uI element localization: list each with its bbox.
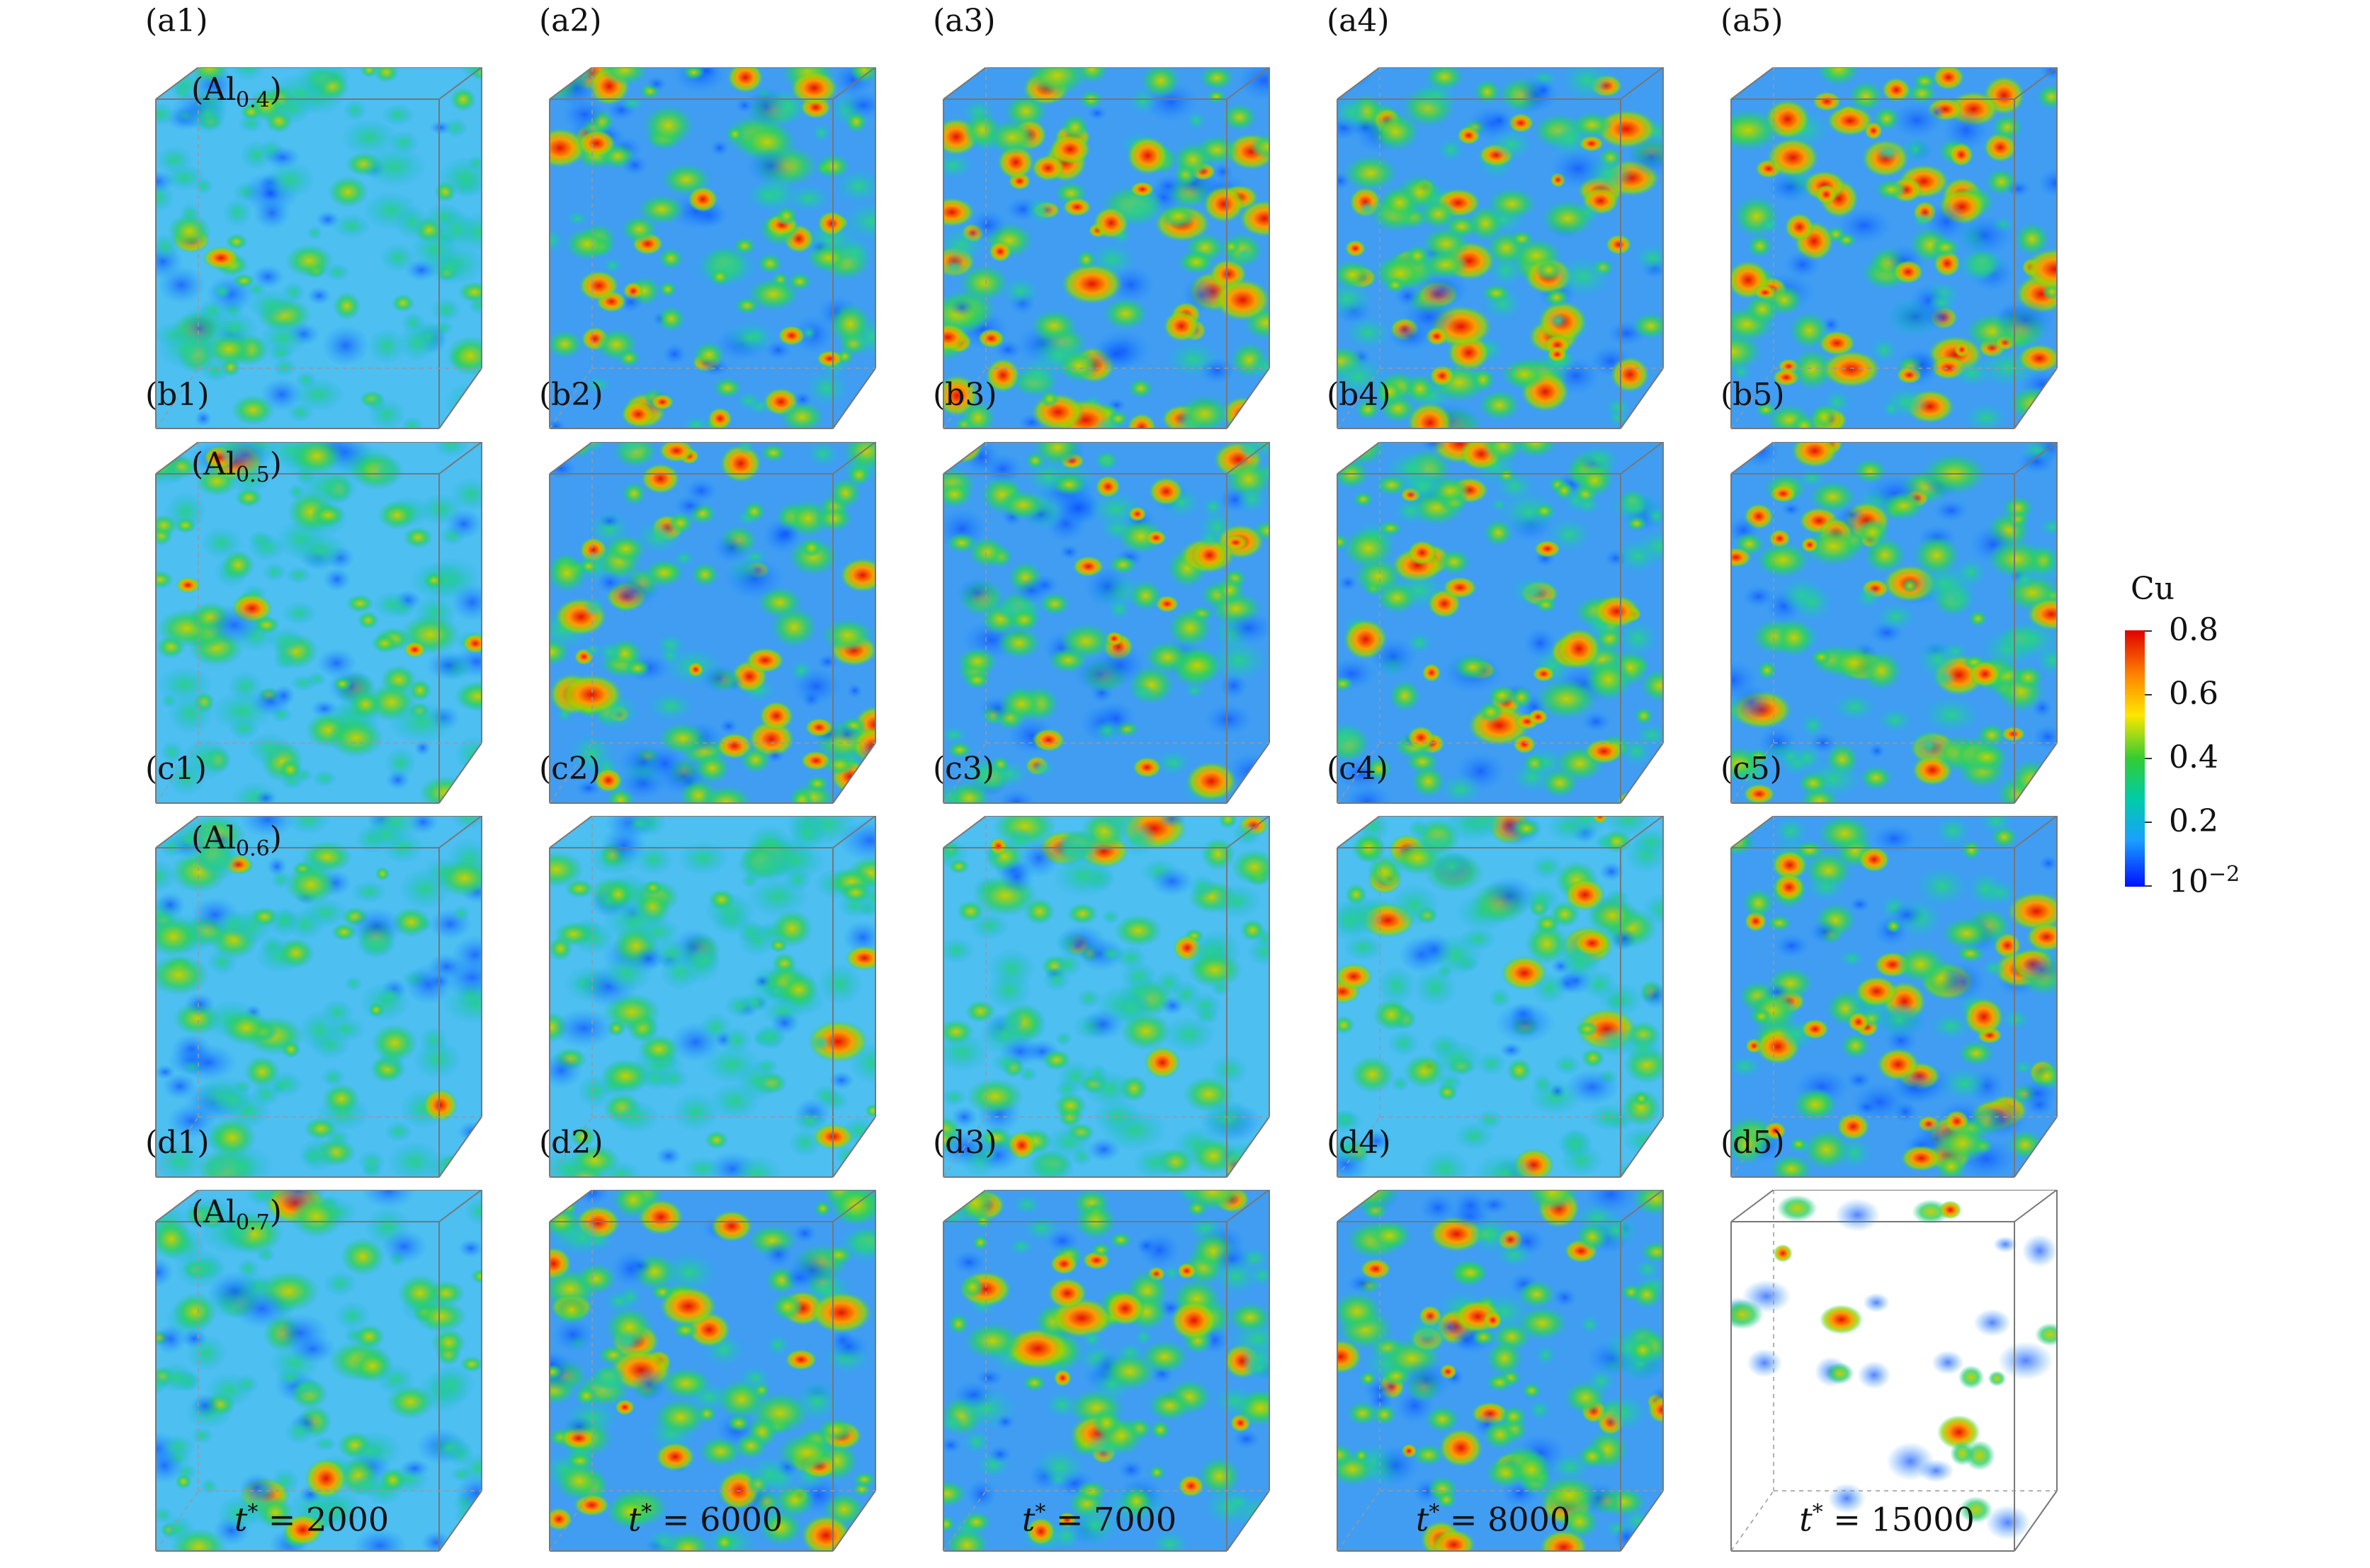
colorbar-tick: 0.6 [2169,676,2218,712]
panel-label: (d5) [1720,1125,1785,1161]
simulation-cube [1717,1189,2085,1568]
figure: Cu 0.8 0.6 0.4 0.2 10−2 (a1) (a2) (a3) (a4)… [142,3,2240,1552]
simulation-cube [142,1189,510,1568]
time-label: t* = 15000 [1799,1500,1975,1539]
panel-label: (d3) [933,1125,997,1161]
simulation-cube [535,1189,904,1568]
simulation-cube [535,67,904,445]
colorbar-tick: 0.4 [2169,739,2218,776]
panel-label: (b3) [933,377,997,413]
time-label: t* = 2000 [234,1500,390,1539]
time-label: t* = 6000 [628,1500,783,1539]
panel-label: (c4) [1327,751,1388,787]
time-label: t* = 8000 [1415,1500,1571,1539]
alloy-label: (Al0.6) [191,820,282,861]
simulation-cube [142,441,510,820]
panel-label: (b2) [539,377,603,413]
panel-label: (c1) [145,751,207,787]
simulation-cube [142,815,510,1194]
panel-label: (a1) [145,3,208,39]
panel-label: (d1) [145,1125,210,1161]
panel-label: (d4) [1327,1125,1391,1161]
colorbar-tick-bottom: 10−2 [2169,862,2240,900]
simulation-cube [1717,441,2085,820]
simulation-cube [142,67,510,445]
simulation-cube [1717,67,2085,445]
simulation-cube [535,441,904,820]
panel-label: (c2) [539,751,601,787]
simulation-cube [929,815,1298,1194]
panel-label: (a4) [1327,3,1390,39]
colorbar-tick: 0.8 [2169,612,2218,648]
panel-label: (c5) [1720,751,1782,787]
simulation-cube [929,67,1298,445]
alloy-label: (Al0.5) [191,446,282,487]
panel-label: (a3) [933,3,996,39]
panel-label: (b1) [145,377,210,413]
colorbar-tick: 0.2 [2169,803,2218,839]
simulation-cube [1323,815,1691,1194]
panel-label: (a2) [539,3,602,39]
panel-label: (b5) [1720,377,1785,413]
simulation-cube [1717,815,2085,1194]
panel-label: (d2) [539,1125,603,1161]
simulation-cube [929,441,1298,820]
simulation-cube [1323,441,1691,820]
simulation-cube [535,815,904,1194]
time-label: t* = 7000 [1021,1500,1177,1539]
panel-label: (c3) [933,751,994,787]
panel-label: (a5) [1720,3,1784,39]
panel-label: (b4) [1327,377,1391,413]
simulation-cube [929,1189,1298,1568]
simulation-cube [1323,67,1691,445]
alloy-label: (Al0.4) [191,72,282,113]
alloy-label: (Al0.7) [191,1194,282,1235]
colorbar [2125,630,2153,887]
colorbar-gradient [2125,630,2152,887]
colorbar-title: Cu [2131,571,2175,607]
simulation-cube [1323,1189,1691,1568]
